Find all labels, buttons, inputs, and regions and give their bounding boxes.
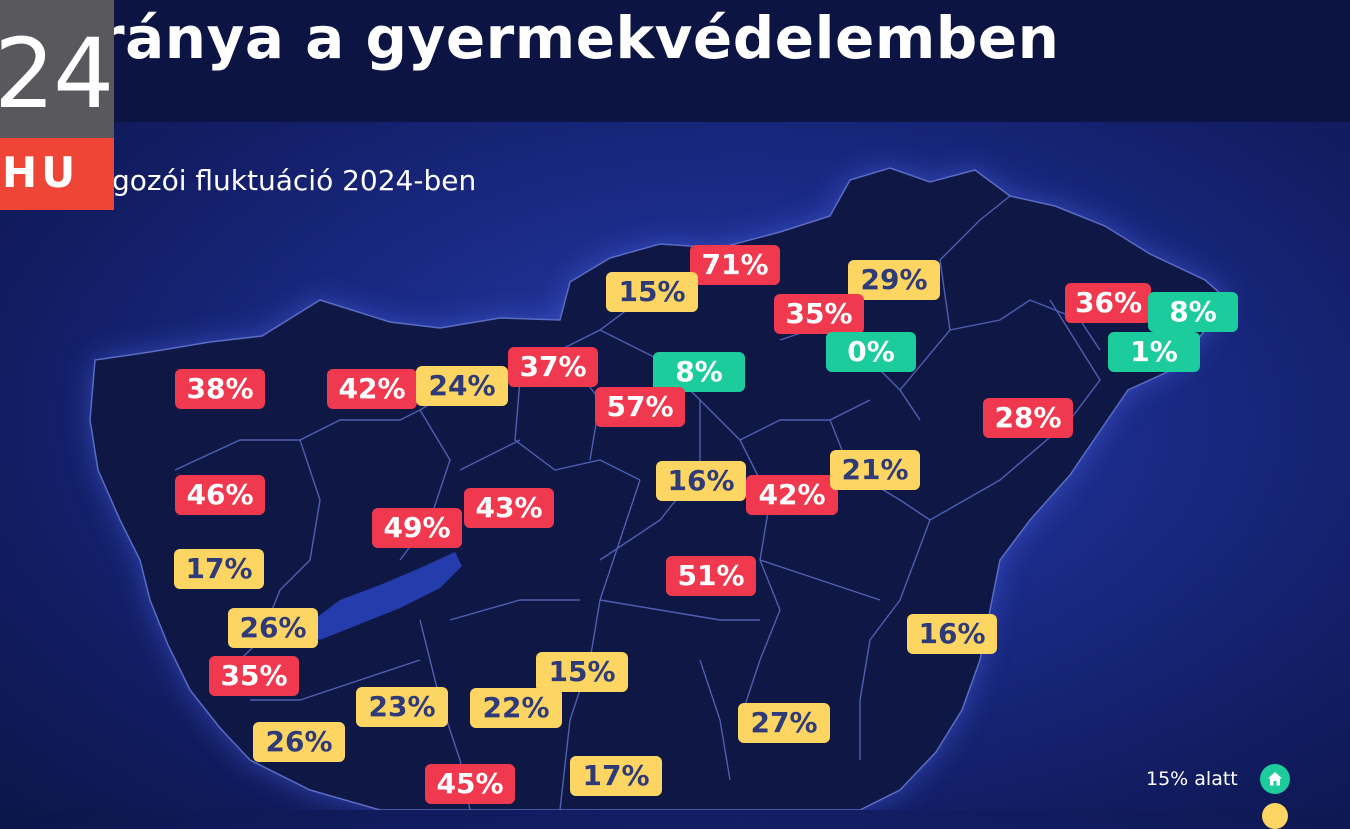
lake-balaton xyxy=(300,552,462,640)
county-value-label: 28% xyxy=(983,398,1073,438)
county-value-label: 24% xyxy=(416,366,508,406)
county-value-label: 35% xyxy=(209,656,299,696)
county-value-label: 15% xyxy=(606,272,698,312)
county-value-label: 43% xyxy=(464,488,554,528)
county-value-label: 26% xyxy=(228,608,318,648)
county-value-label: 38% xyxy=(175,369,265,409)
site-logo[interactable]: 24 HU xyxy=(0,0,114,210)
county-value-label: 15% xyxy=(536,652,628,692)
county-value-label: 16% xyxy=(656,461,746,501)
legend-label-low: 15% alatt xyxy=(1146,768,1238,790)
home-icon xyxy=(1259,764,1290,794)
county-value-label: 17% xyxy=(570,756,662,796)
legend: 15% alatt xyxy=(1146,764,1290,794)
county-value-label: 57% xyxy=(595,387,685,427)
logo-bottom-panel xyxy=(0,138,114,210)
header-band xyxy=(0,0,1350,122)
county-value-label: 37% xyxy=(508,347,598,387)
county-value-label: 22% xyxy=(470,688,562,728)
county-value-label: 35% xyxy=(774,294,864,334)
logo-top-panel xyxy=(0,0,114,138)
county-value-label: 29% xyxy=(848,260,940,300)
logo-domain: HU xyxy=(2,148,80,197)
county-value-label: 49% xyxy=(372,508,462,548)
county-value-label: 23% xyxy=(356,687,448,727)
county-value-label: 42% xyxy=(327,369,417,409)
county-value-label: 51% xyxy=(666,556,756,596)
county-value-label: 17% xyxy=(174,549,264,589)
county-value-label: 0% xyxy=(826,332,916,372)
county-value-label: 21% xyxy=(830,450,920,490)
county-value-label: 42% xyxy=(746,475,838,515)
county-value-label: 45% xyxy=(425,764,515,804)
county-value-label: 1% xyxy=(1108,332,1200,372)
county-value-label: 71% xyxy=(690,245,780,285)
county-value-label: 8% xyxy=(1148,292,1238,332)
county-value-label: 8% xyxy=(653,352,745,392)
county-value-label: 26% xyxy=(253,722,345,762)
county-value-label: 36% xyxy=(1065,283,1151,323)
map-subtitle: gozói fluktuáció 2024-ben xyxy=(112,164,477,197)
legend-marker-medium xyxy=(1262,803,1288,829)
county-value-label: 16% xyxy=(907,614,997,654)
logo-number: 24 xyxy=(0,18,114,130)
county-value-label: 46% xyxy=(175,475,265,515)
county-value-label: 27% xyxy=(738,703,830,743)
page-title: ránya a gyermekvédelemben xyxy=(96,4,1060,72)
